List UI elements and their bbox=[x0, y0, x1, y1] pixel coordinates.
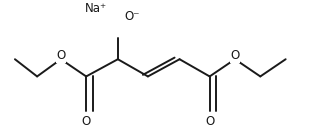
Text: O⁻: O⁻ bbox=[124, 10, 140, 23]
Text: O: O bbox=[230, 49, 239, 62]
Text: O: O bbox=[81, 115, 91, 128]
Text: O: O bbox=[205, 115, 214, 128]
Text: O: O bbox=[56, 49, 66, 62]
Text: Na⁺: Na⁺ bbox=[85, 2, 107, 15]
